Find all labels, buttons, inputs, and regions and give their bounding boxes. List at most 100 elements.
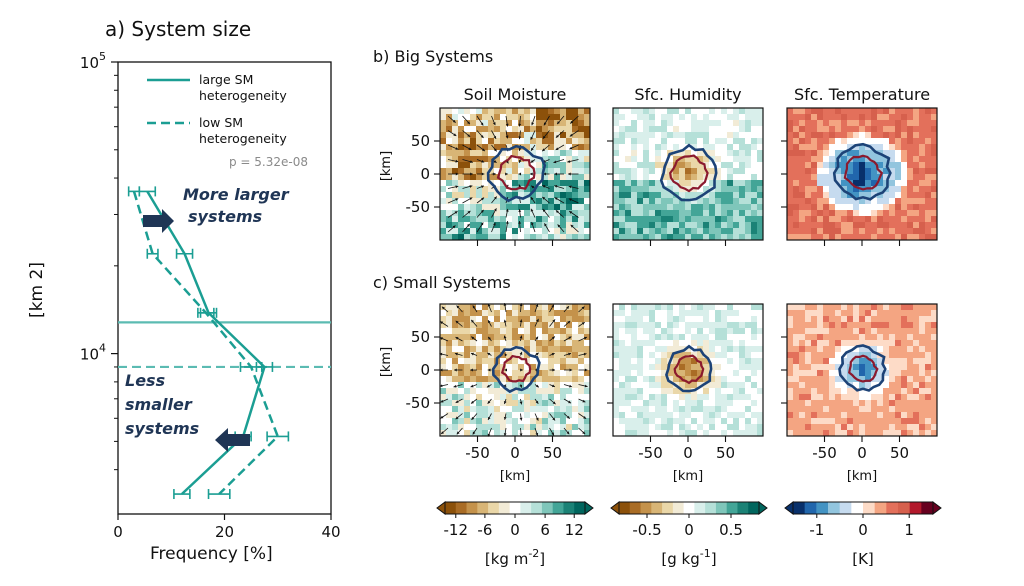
map-cell <box>757 352 764 359</box>
map-cell <box>883 394 890 401</box>
map-cell <box>907 406 914 413</box>
map-cell <box>643 358 650 365</box>
map-cell <box>679 370 686 377</box>
map-cell <box>913 334 920 341</box>
map-cell <box>913 186 920 193</box>
map-cell <box>853 394 860 401</box>
map-cell <box>530 204 537 211</box>
map-cell <box>548 376 555 383</box>
map-cell <box>524 132 531 139</box>
map-cell <box>787 132 794 139</box>
map-cell <box>883 114 890 121</box>
map-cell <box>745 364 752 371</box>
map-cell <box>631 310 638 317</box>
map-cell <box>625 222 632 229</box>
map-cell <box>458 108 465 115</box>
map-cell <box>835 114 842 121</box>
map-cell <box>697 210 704 217</box>
colorbar-swatch <box>574 502 586 514</box>
map-cell <box>907 144 914 151</box>
map-cell <box>739 304 746 311</box>
map-cell <box>841 162 848 169</box>
map-cell <box>667 144 674 151</box>
map-cell <box>871 114 878 121</box>
map-cell <box>572 150 579 157</box>
map-cell <box>793 222 800 229</box>
map-cell <box>446 210 453 217</box>
map-cell <box>488 310 495 317</box>
map-cell <box>865 418 872 425</box>
map-cell <box>679 186 686 193</box>
map-cell <box>841 388 848 395</box>
map-cell <box>673 310 680 317</box>
map-cell <box>823 334 830 341</box>
map-cell <box>578 340 585 347</box>
map-cell <box>584 210 591 217</box>
map-cell <box>847 424 854 431</box>
map-cell <box>697 156 704 163</box>
map-cell <box>823 400 830 407</box>
map-cell <box>715 108 722 115</box>
map-cell <box>619 382 626 389</box>
map-y-tick-label: 50 <box>411 132 430 150</box>
map-cell <box>745 334 752 341</box>
map-cell <box>799 328 806 335</box>
map-cell <box>919 114 926 121</box>
map-cell <box>542 328 549 335</box>
map-cell <box>643 364 650 371</box>
map-cell <box>811 370 818 377</box>
map-cell <box>793 234 800 241</box>
map-cell <box>685 174 692 181</box>
wind-arrowhead-icon <box>569 384 573 388</box>
map-cell <box>751 322 758 329</box>
map-cell <box>542 430 549 437</box>
map-cell <box>757 162 764 169</box>
map-cell <box>787 412 794 419</box>
wind-arrowhead-icon <box>551 353 555 356</box>
map-cell <box>470 346 477 353</box>
map-cell <box>673 424 680 431</box>
map-cell <box>787 168 794 175</box>
map-cell <box>631 222 638 229</box>
map-cell <box>512 126 519 133</box>
map-cell <box>931 394 938 401</box>
map-cell <box>679 132 686 139</box>
map-cell <box>578 156 585 163</box>
map-cell <box>512 174 519 181</box>
map-cell <box>883 430 890 437</box>
map-cell <box>889 138 896 145</box>
map-cell <box>578 162 585 169</box>
map-cell <box>901 358 908 365</box>
map-cell <box>631 352 638 359</box>
map-cell <box>799 204 806 211</box>
map-cell <box>739 376 746 383</box>
map-cell <box>446 328 453 335</box>
map-cell <box>482 328 489 335</box>
colorbar-extend-left <box>610 501 620 515</box>
map-cell <box>865 174 872 181</box>
map-cell <box>524 328 531 335</box>
map-cell <box>524 114 531 121</box>
map-cell <box>446 120 453 127</box>
map-cell <box>464 234 471 241</box>
map-cell <box>518 322 525 329</box>
map-cell <box>721 310 728 317</box>
map-cell <box>530 126 537 133</box>
map-cell <box>578 126 585 133</box>
map-cell <box>440 346 447 353</box>
map-cell <box>512 192 519 199</box>
map-cell <box>817 352 824 359</box>
map-cell <box>452 222 459 229</box>
map-panel: -50 0 50[km] <box>781 303 938 484</box>
map-cell <box>709 322 716 329</box>
map-cell <box>649 322 656 329</box>
map-cell <box>913 132 920 139</box>
map-cell <box>841 132 848 139</box>
map-cell <box>506 370 513 377</box>
map-cell <box>793 108 800 115</box>
map-cell <box>566 126 573 133</box>
map-cell <box>458 304 465 311</box>
map-cell <box>679 382 686 389</box>
map-cell <box>925 228 932 235</box>
map-cell <box>727 222 734 229</box>
